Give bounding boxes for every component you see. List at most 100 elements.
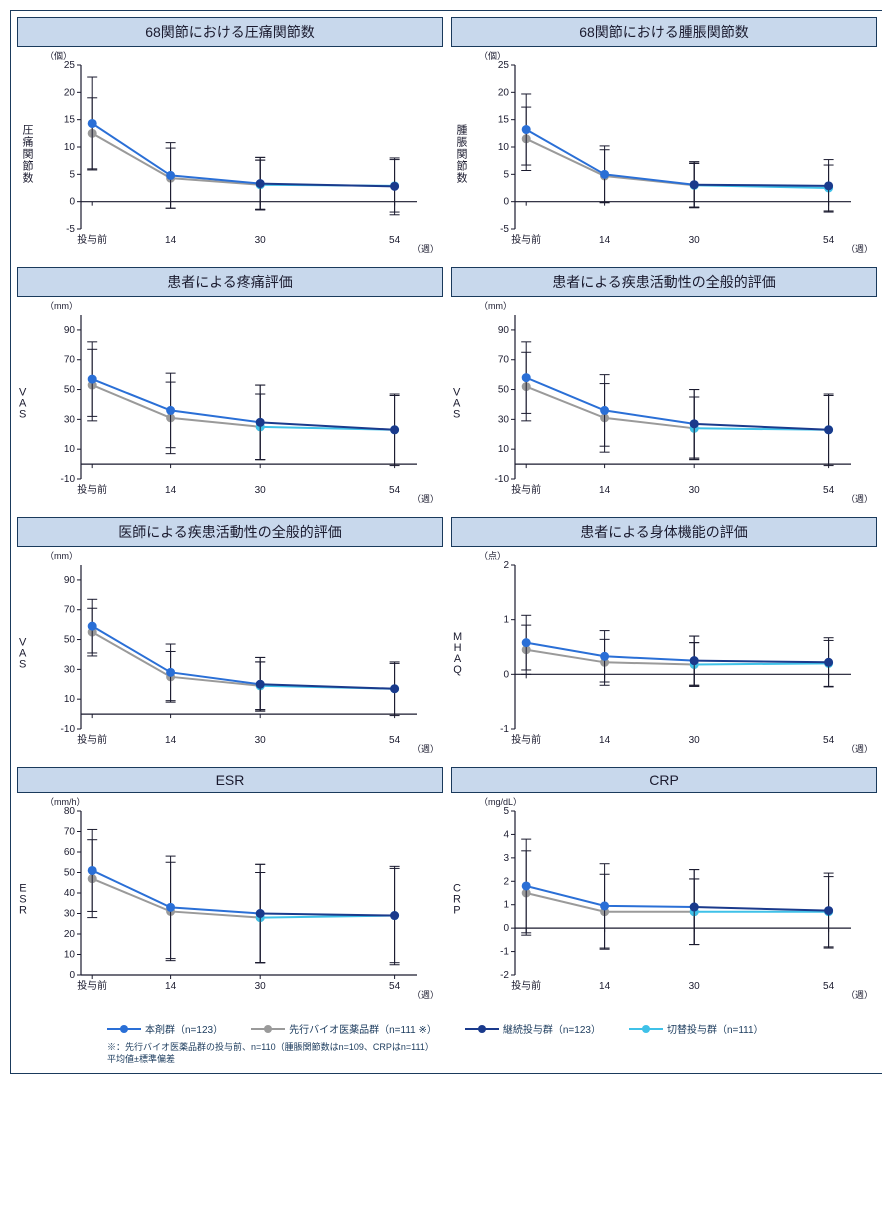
svg-text:90: 90 (64, 325, 76, 336)
x-unit: （週） (846, 742, 873, 755)
legend-label: 継続投与群（n=123） (503, 1021, 601, 1036)
svg-text:90: 90 (498, 325, 510, 336)
svg-text:50: 50 (64, 635, 76, 646)
svg-text:30: 30 (689, 235, 701, 246)
svg-text:80: 80 (64, 806, 76, 817)
legend-label: 本剤群（n=123） (145, 1021, 223, 1036)
chart-area: VAS （mm） -101030507090投与前143054 （週） (451, 299, 877, 509)
svg-text:-10: -10 (61, 724, 76, 735)
chart-area: ESR （mm/h） 01020304050607080投与前143054 （週… (17, 795, 443, 1005)
y-axis-label: CRP (453, 884, 462, 917)
svg-text:54: 54 (823, 485, 835, 496)
svg-text:30: 30 (64, 664, 76, 675)
chart-panel: 患者による身体機能の評価 MHAQ （点） -1012投与前143054 （週） (451, 517, 877, 759)
y-axis-label: VAS (453, 388, 461, 421)
svg-text:14: 14 (599, 485, 611, 496)
chart-area: VAS （mm） -101030507090投与前143054 （週） (17, 549, 443, 759)
y-axis-label: VAS (19, 638, 27, 671)
svg-text:10: 10 (64, 694, 76, 705)
svg-text:50: 50 (64, 868, 76, 879)
legend-item: 本剤群（n=123） (107, 1021, 223, 1036)
svg-text:投与前: 投与前 (511, 483, 541, 496)
x-unit: （週） (846, 988, 873, 1001)
legend-label: 切替投与群（n=111） (667, 1021, 764, 1036)
svg-text:14: 14 (165, 485, 177, 496)
chart-svg: -50510152025投与前143054 (47, 59, 437, 249)
chart-panel: CRP CRP （mg/dL） -2-1012345投与前143054 （週） (451, 767, 877, 1005)
svg-text:10: 10 (64, 444, 76, 455)
svg-text:70: 70 (498, 355, 510, 366)
svg-text:54: 54 (389, 485, 401, 496)
svg-text:30: 30 (64, 414, 76, 425)
svg-text:20: 20 (64, 87, 76, 98)
legend-item: 切替投与群（n=111） (629, 1021, 764, 1036)
svg-text:15: 15 (64, 115, 76, 126)
svg-text:2: 2 (503, 876, 509, 887)
chart-area: MHAQ （点） -1012投与前143054 （週） (451, 549, 877, 759)
footnote: ※：先行バイオ医薬品群の投与前、n=110（腫脹関節数はn=109、CRPはn=… (107, 1042, 837, 1065)
x-unit: （週） (412, 242, 439, 255)
svg-text:-5: -5 (66, 224, 75, 235)
svg-text:4: 4 (503, 829, 509, 840)
chart-panel: 患者による疾患活動性の全般的評価 VAS （mm） -101030507090投… (451, 267, 877, 509)
svg-text:-1: -1 (500, 724, 509, 735)
panel-title: 68関節における腫脹関節数 (451, 17, 877, 47)
svg-text:3: 3 (503, 853, 509, 864)
y-axis-label: ESR (19, 884, 28, 917)
x-unit: （週） (846, 242, 873, 255)
svg-text:54: 54 (823, 981, 835, 992)
svg-text:10: 10 (498, 142, 510, 153)
svg-text:14: 14 (165, 981, 177, 992)
svg-text:0: 0 (503, 197, 509, 208)
svg-text:25: 25 (64, 60, 76, 71)
y-axis-label: VAS (19, 388, 27, 421)
svg-text:20: 20 (498, 87, 510, 98)
svg-text:0: 0 (503, 923, 509, 934)
svg-text:-5: -5 (500, 224, 509, 235)
svg-text:-1: -1 (500, 947, 509, 958)
legend-label: 先行バイオ医薬品群（n=111 ※） (289, 1021, 437, 1036)
svg-text:5: 5 (503, 806, 509, 817)
svg-text:70: 70 (64, 605, 76, 616)
svg-text:投与前: 投与前 (77, 233, 107, 246)
svg-text:25: 25 (498, 60, 510, 71)
svg-text:50: 50 (498, 385, 510, 396)
svg-text:15: 15 (498, 115, 510, 126)
svg-text:70: 70 (64, 355, 76, 366)
legend: 本剤群（n=123） 先行バイオ医薬品群（n=111 ※） 継続投与群（n=12… (17, 1013, 877, 1067)
svg-text:50: 50 (64, 385, 76, 396)
chart-svg: 01020304050607080投与前143054 (47, 805, 437, 995)
svg-text:14: 14 (165, 235, 177, 246)
chart-area: 圧痛関節数 （個） -50510152025投与前143054 （週） (17, 49, 443, 259)
svg-text:5: 5 (69, 169, 75, 180)
x-unit: （週） (412, 988, 439, 1001)
svg-text:30: 30 (689, 735, 701, 746)
svg-text:-2: -2 (500, 970, 509, 981)
svg-text:30: 30 (498, 414, 510, 425)
svg-text:14: 14 (599, 981, 611, 992)
panel-title: 患者による身体機能の評価 (451, 517, 877, 547)
chart-area: 腫脹関節数 （個） -50510152025投与前143054 （週） (451, 49, 877, 259)
svg-text:14: 14 (599, 235, 611, 246)
svg-text:30: 30 (255, 235, 267, 246)
panel-title: ESR (17, 767, 443, 793)
svg-text:投与前: 投与前 (511, 733, 541, 746)
chart-grid: 68関節における圧痛関節数 圧痛関節数 （個） -50510152025投与前1… (10, 10, 882, 1074)
chart-panel: 医師による疾患活動性の全般的評価 VAS （mm） -101030507090投… (17, 517, 443, 759)
svg-text:10: 10 (498, 444, 510, 455)
y-axis-label: 圧痛関節数 (19, 124, 35, 184)
chart-svg: -1012投与前143054 (481, 559, 871, 749)
svg-text:70: 70 (64, 827, 76, 838)
svg-text:14: 14 (599, 735, 611, 746)
chart-panel: 患者による疼痛評価 VAS （mm） -101030507090投与前14305… (17, 267, 443, 509)
svg-text:90: 90 (64, 575, 76, 586)
panel-title: 患者による疼痛評価 (17, 267, 443, 297)
panel-title: 患者による疾患活動性の全般的評価 (451, 267, 877, 297)
x-unit: （週） (412, 492, 439, 505)
chart-area: CRP （mg/dL） -2-1012345投与前143054 （週） (451, 795, 877, 1005)
svg-text:20: 20 (64, 929, 76, 940)
legend-item: 継続投与群（n=123） (465, 1021, 601, 1036)
y-axis-label: 腫脹関節数 (453, 124, 469, 184)
svg-text:5: 5 (503, 169, 509, 180)
svg-text:投与前: 投与前 (77, 483, 107, 496)
